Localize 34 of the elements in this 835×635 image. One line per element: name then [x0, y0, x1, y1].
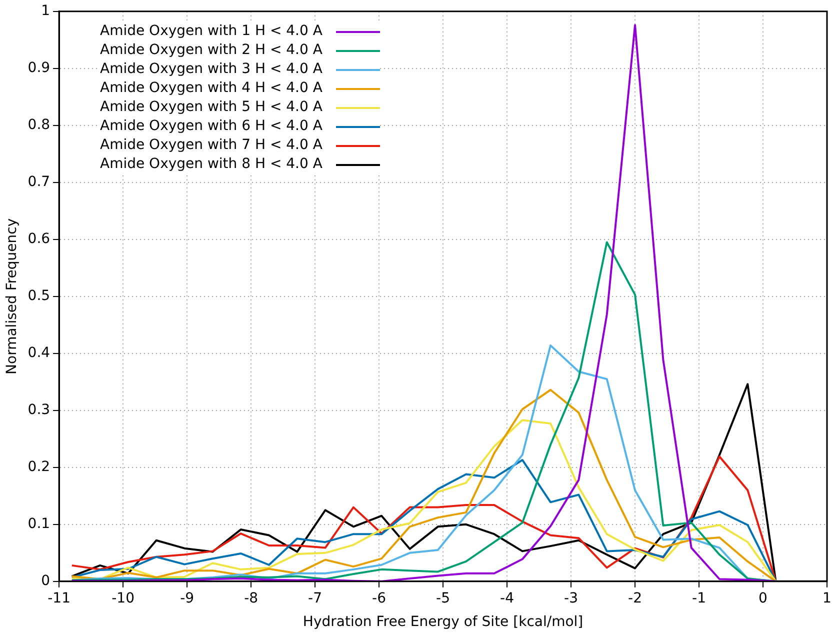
y-tick-label: 0.2	[28, 459, 50, 476]
y-axis-title: Normalised Frequency	[4, 218, 20, 374]
x-tick-label: -7	[308, 590, 322, 606]
x-tick-label: -10	[112, 590, 134, 606]
y-tick-label: 0.1	[28, 516, 50, 532]
y-tick-label: 0.3	[28, 402, 50, 418]
x-axis-title: Hydration Free Energy of Site [kcal/mol]	[302, 614, 584, 630]
y-tick-label: 0.9	[28, 60, 50, 76]
y-tick-label: 0	[41, 573, 50, 590]
y-tick-label: 0.8	[28, 117, 50, 134]
legend-label: Amide Oxygen with 6 H < 4.0 A	[100, 117, 322, 136]
y-tick-label: 1	[41, 3, 50, 20]
x-tick-label: -4	[500, 590, 514, 606]
x-tick-label: -1	[692, 590, 706, 606]
legend-label: Amide Oxygen with 8 H < 4.0 A	[100, 155, 322, 174]
legend-label: Amide Oxygen with 7 H < 4.0 A	[100, 136, 322, 155]
y-tick-label: 0.7	[28, 174, 50, 190]
y-tick-label: 0.6	[28, 231, 50, 248]
x-tick-label: -6	[372, 590, 386, 606]
x-tick-label: 1	[822, 590, 832, 606]
legend-label: Amide Oxygen with 1 H < 4.0 A	[100, 22, 322, 41]
legend-label: Amide Oxygen with 3 H < 4.0 A	[100, 60, 322, 79]
x-tick-label: -3	[564, 590, 578, 606]
x-tick-label: -8	[244, 590, 258, 606]
legend-label: Amide Oxygen with 2 H < 4.0 A	[100, 41, 322, 60]
x-tick-label: -5	[436, 590, 450, 606]
legend-label: Amide Oxygen with 5 H < 4.0 A	[100, 98, 322, 117]
x-tick-label: -11	[48, 590, 70, 606]
legend-label: Amide Oxygen with 4 H < 4.0 A	[100, 79, 322, 98]
y-tick-label: 0.4	[28, 345, 50, 362]
y-tick-label: 0.5	[28, 288, 50, 304]
x-tick-label: 0	[758, 590, 768, 606]
x-tick-label: -9	[180, 590, 194, 606]
x-tick-label: -2	[628, 590, 642, 606]
